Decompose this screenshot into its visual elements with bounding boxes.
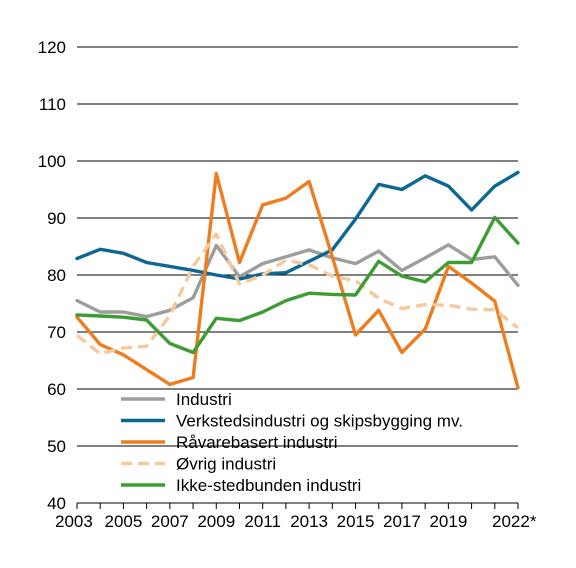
series-line-2	[75, 170, 520, 281]
x-tick-label: 2013	[290, 512, 328, 531]
legend: Industri Verkstedsindustri og skipsbyggin…	[121, 390, 463, 495]
legend-entry-label: Råvarebasert industri	[176, 433, 338, 452]
series-line-3	[75, 171, 520, 390]
y-tick-label: 120	[38, 38, 66, 57]
x-tick-label: 2022*	[492, 512, 537, 531]
x-tick-label: 2011	[244, 512, 281, 531]
y-tick-label: 100	[38, 152, 66, 171]
y-tick-label: 40	[47, 494, 66, 513]
y-tick-label: 60	[47, 380, 66, 399]
x-tick-label: 2003	[55, 512, 93, 531]
x-tick-label: 2019	[429, 512, 467, 531]
legend-entry-label: Ikke-stedbunden industri	[176, 476, 361, 495]
gridlines	[77, 46, 518, 504]
legend-entry-label: Industri	[176, 390, 232, 409]
legend-entry-label: Øvrig industri	[176, 455, 276, 474]
x-tick-label: 2005	[105, 512, 143, 531]
series-line-5	[75, 215, 520, 355]
y-axis-tick-labels: 40 50 60 70 80 90 100 110 120	[38, 38, 66, 513]
series-line-4	[75, 232, 520, 356]
x-tick-label: 2009	[197, 512, 235, 531]
series-line-1	[75, 243, 520, 319]
y-tick-label: 90	[47, 209, 66, 228]
x-axis-tick-labels: 2003 2005 2007 2009 2011 2013 2015 2017 2019 2022…	[55, 503, 537, 531]
x-tick-label: 2007	[151, 512, 189, 531]
legend-entry-label: Verkstedsindustri og skipsbygging mv.	[176, 412, 463, 431]
x-tick-label: 2017	[383, 512, 421, 531]
y-tick-label: 50	[47, 437, 66, 456]
y-tick-label: 80	[47, 266, 66, 285]
y-tick-label: 110	[39, 95, 66, 114]
x-tick-label: 2015	[337, 512, 375, 531]
y-tick-label: 70	[47, 323, 66, 342]
series-lines	[75, 170, 520, 390]
